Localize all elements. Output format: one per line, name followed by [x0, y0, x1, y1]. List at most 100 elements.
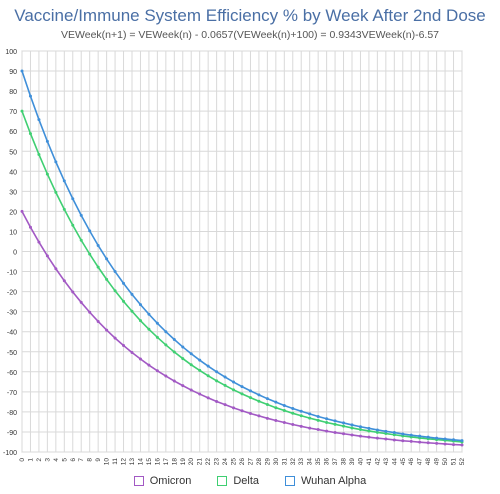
x-tick-label: 36 — [324, 458, 331, 466]
data-point-wuhan-alpha — [147, 312, 151, 316]
data-point-delta — [138, 319, 142, 323]
legend-swatch-omicron — [133, 476, 144, 486]
x-tick-label: 9 — [95, 458, 102, 462]
data-point-delta — [299, 414, 303, 418]
data-point-wuhan-alpha — [155, 321, 159, 325]
x-tick-label: 26 — [239, 458, 246, 466]
data-point-wuhan-alpha — [401, 432, 405, 436]
x-tick-label: 38 — [341, 458, 348, 466]
data-point-wuhan-alpha — [232, 380, 236, 384]
x-tick-label: 3 — [44, 458, 51, 462]
data-point-wuhan-alpha — [418, 434, 422, 438]
data-point-delta — [342, 424, 346, 428]
data-point-delta — [62, 207, 66, 211]
data-point-omicron — [426, 441, 430, 445]
data-point-delta — [37, 152, 41, 156]
data-point-wuhan-alpha — [257, 393, 261, 397]
x-tick-label: 21 — [197, 458, 204, 466]
x-tick-label: 12 — [121, 458, 128, 466]
data-point-omicron — [71, 290, 75, 294]
data-point-delta — [257, 399, 261, 403]
data-point-omicron — [325, 429, 329, 433]
data-point-omicron — [122, 344, 126, 348]
data-point-delta — [88, 252, 92, 256]
data-point-delta — [232, 388, 236, 392]
y-tick-label: -40 — [7, 330, 17, 337]
data-point-wuhan-alpha — [215, 370, 219, 374]
data-point-wuhan-alpha — [130, 292, 134, 296]
x-tick-label: 34 — [307, 458, 314, 466]
data-point-wuhan-alpha — [181, 345, 185, 349]
data-point-delta — [291, 411, 295, 415]
x-tick-label: 2 — [36, 458, 43, 462]
data-point-wuhan-alpha — [113, 270, 117, 274]
data-point-wuhan-alpha — [452, 438, 456, 442]
data-point-omicron — [96, 319, 100, 323]
data-point-delta — [384, 432, 388, 436]
data-point-delta — [215, 379, 219, 383]
data-point-wuhan-alpha — [333, 419, 337, 423]
x-tick-label: 33 — [298, 458, 305, 466]
data-point-delta — [164, 343, 168, 347]
legend-label-omicron: Omicron — [149, 475, 192, 487]
data-point-wuhan-alpha — [122, 281, 126, 285]
x-tick-label: 22 — [205, 458, 212, 466]
data-point-omicron — [88, 310, 92, 314]
y-tick-label: -60 — [7, 370, 17, 377]
data-point-omicron — [265, 416, 269, 420]
legend-label-delta: Delta — [233, 475, 259, 487]
data-point-omicron — [316, 428, 320, 432]
x-tick-label: 37 — [332, 458, 339, 466]
data-point-wuhan-alpha — [20, 69, 24, 73]
data-point-omicron — [282, 421, 286, 425]
data-point-omicron — [28, 225, 32, 229]
chart-legend: Omicron Delta Wuhan Alpha — [0, 475, 500, 487]
x-tick-label: 29 — [264, 458, 271, 466]
data-point-omicron — [274, 419, 278, 423]
data-point-omicron — [392, 438, 396, 442]
data-point-omicron — [342, 432, 346, 436]
data-point-wuhan-alpha — [350, 423, 354, 427]
y-tick-label: -100 — [3, 450, 17, 457]
y-tick-label: -10 — [7, 270, 17, 277]
data-point-delta — [308, 416, 312, 420]
x-tick-label: 23 — [214, 458, 221, 466]
data-point-omicron — [452, 443, 456, 447]
x-tick-label: 44 — [391, 458, 398, 466]
data-point-omicron — [291, 423, 295, 427]
data-point-wuhan-alpha — [325, 417, 329, 421]
data-point-wuhan-alpha — [172, 338, 176, 342]
data-point-delta — [248, 396, 252, 400]
x-tick-label: 19 — [180, 458, 187, 466]
data-point-delta — [350, 426, 354, 430]
data-point-wuhan-alpha — [460, 439, 464, 443]
y-tick-label: -20 — [7, 290, 17, 297]
x-tick-label: 35 — [315, 458, 322, 466]
data-point-wuhan-alpha — [248, 389, 252, 393]
x-tick-label: 13 — [129, 458, 136, 466]
x-tick-label: 31 — [281, 458, 288, 466]
data-point-omicron — [350, 433, 354, 437]
x-tick-label: 10 — [104, 458, 111, 466]
data-point-omicron — [206, 396, 210, 400]
x-tick-label: 41 — [366, 458, 373, 466]
data-point-omicron — [257, 414, 261, 418]
data-point-delta — [28, 132, 32, 136]
x-tick-label: 45 — [400, 458, 407, 466]
legend-item-delta[interactable]: Delta — [217, 475, 259, 487]
data-point-delta — [181, 357, 185, 361]
y-tick-label: 30 — [9, 189, 17, 196]
x-tick-label: 1 — [27, 458, 34, 462]
data-point-omicron — [189, 388, 193, 392]
data-point-wuhan-alpha — [282, 403, 286, 407]
legend-item-omicron[interactable]: Omicron — [133, 475, 192, 487]
legend-swatch-wuhan-alpha — [285, 476, 295, 486]
y-tick-label: -30 — [7, 310, 17, 317]
data-point-wuhan-alpha — [138, 303, 142, 307]
data-point-wuhan-alpha — [37, 118, 41, 122]
data-point-omicron — [384, 437, 388, 441]
x-tick-label: 48 — [425, 458, 432, 466]
legend-item-wuhan-alpha[interactable]: Wuhan Alpha — [285, 475, 366, 487]
data-point-omicron — [79, 300, 83, 304]
